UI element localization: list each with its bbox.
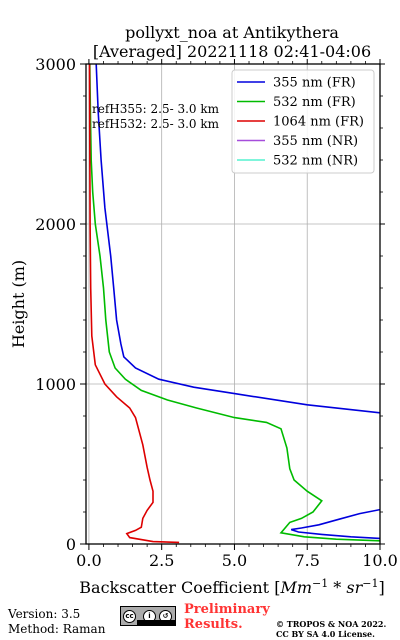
method-text: Method: Raman	[8, 622, 106, 636]
y-tick-label: 2000	[35, 215, 76, 234]
x-tick-label: 2.5	[149, 551, 174, 570]
legend-box	[231, 69, 375, 174]
x-tick-label: 0.0	[76, 551, 101, 570]
x-axis-label: Backscatter Coefficient [Mm−1 * sr−1]	[79, 577, 384, 597]
chart-title-line2: [Averaged] 20221118 02:41-04:06	[93, 42, 371, 61]
y-tick-label: 3000	[35, 55, 76, 74]
legend-label: 532 nm (NR)	[273, 154, 358, 169]
legend-label: 532 nm (FR)	[273, 95, 356, 110]
ref-label-355: refH355: 2.5- 3.0 km	[92, 102, 220, 116]
chart-legend: 355 nm (FR) 532 nm (FR) 1064 nm (FR) 355 nm…	[231, 69, 375, 174]
series-line-355_FR	[95, 64, 380, 414]
series-line-355_FR	[290, 508, 380, 540]
cc-by-sa-icon: cc i ↺	[120, 606, 176, 626]
copyright-notice: © TROPOS & NOA 2022. CC BY SA 4.0 Licens…	[276, 619, 387, 639]
preliminary-notice: Preliminary Results.	[184, 602, 270, 632]
x-tick-label: 5.0	[222, 551, 247, 570]
data-lines	[88, 64, 380, 544]
chart-title-line1: pollyxt_noa at Antikythera	[125, 23, 339, 42]
backscatter-profile-chart: pollyxt_noa at Antikythera [Averaged] 20…	[9, 23, 398, 597]
x-tick-label: 10.0	[362, 551, 398, 570]
x-tick-label: 7.5	[295, 551, 320, 570]
y-axis-label: Height (m)	[9, 260, 28, 348]
legend-label: 355 nm (FR)	[273, 76, 356, 91]
cc-logo-icon: cc	[123, 610, 136, 623]
y-tick-label: 0	[66, 535, 76, 554]
axis-ticks: 0.0 2.5 5.0 7.5 10.0 0 1000 2000 3000	[35, 55, 398, 570]
series-line-1064_FR	[88, 64, 180, 544]
version-text: Version: 3.5	[8, 607, 81, 621]
legend-label: 355 nm (NR)	[273, 134, 358, 149]
series-line-532_FR	[89, 64, 380, 542]
y-tick-label: 1000	[35, 375, 76, 394]
legend-label: 1064 nm (FR)	[273, 115, 364, 130]
plot-frame	[85, 63, 381, 545]
ref-label-532: refH532: 2.5- 3.0 km	[92, 117, 220, 131]
